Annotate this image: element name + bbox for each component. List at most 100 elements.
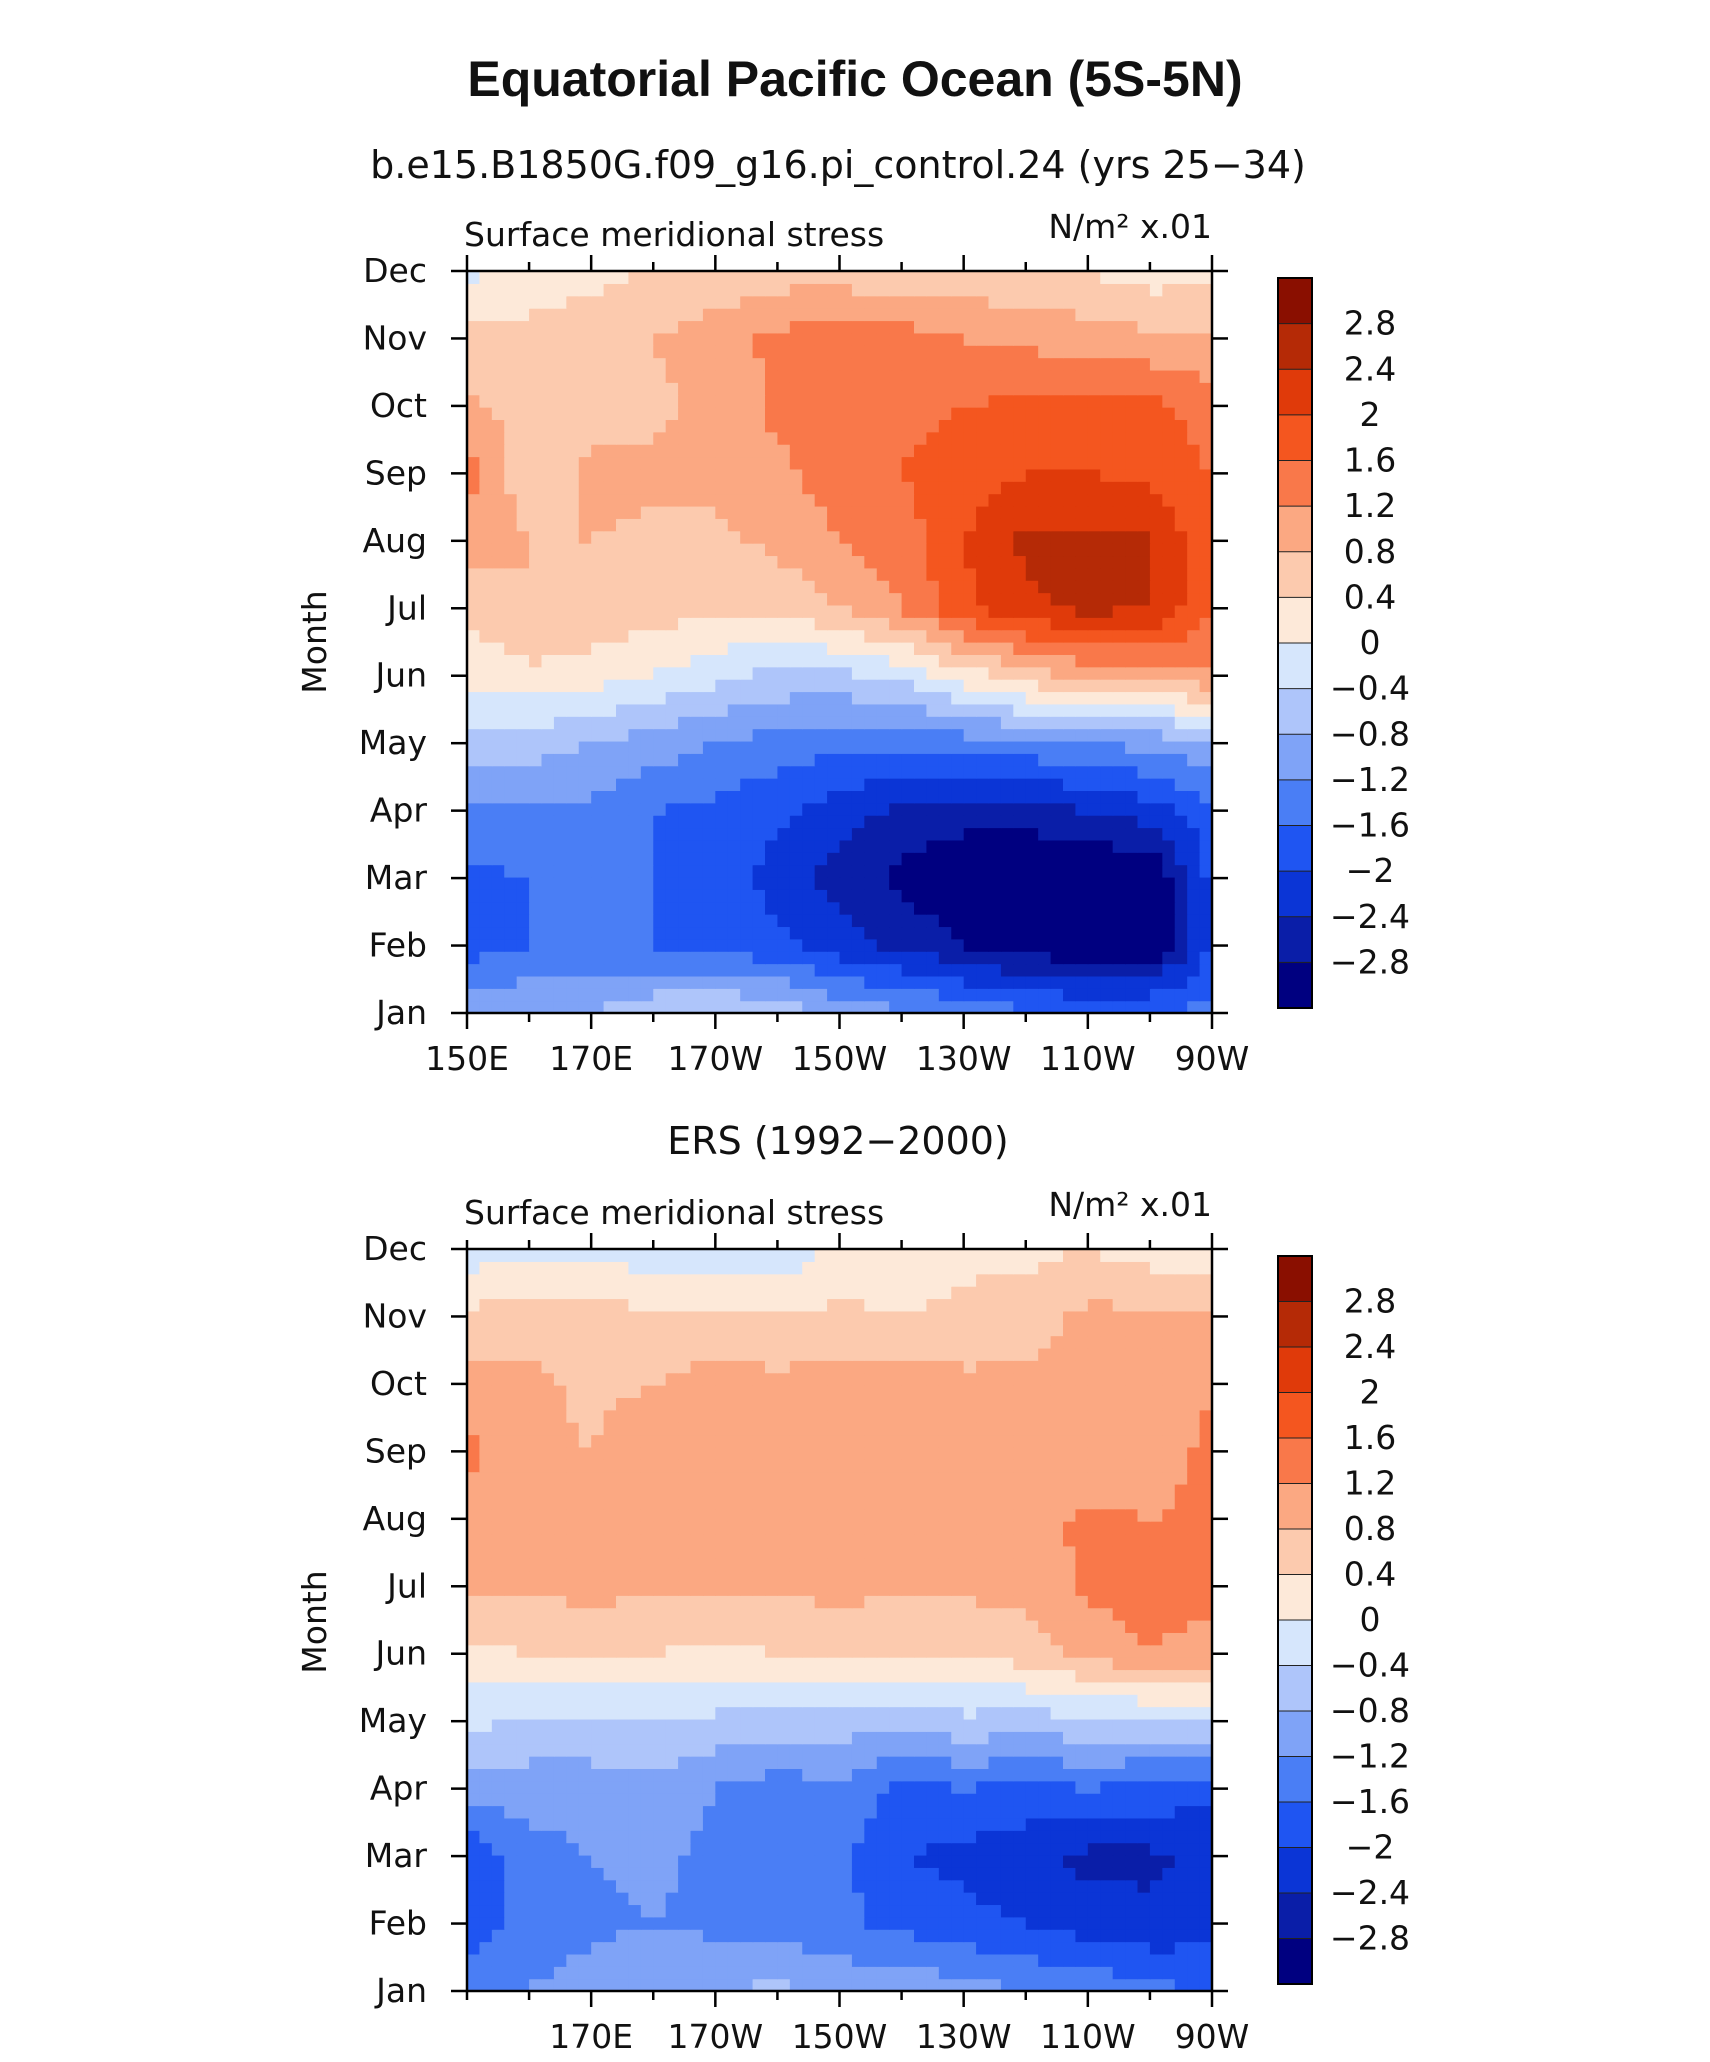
heatmap-cell: [1050, 530, 1064, 544]
heatmap-cell: [1125, 320, 1139, 334]
heatmap-cell: [1050, 988, 1064, 1002]
heatmap-cell: [529, 1941, 543, 1955]
heatmap-cell: [789, 778, 803, 791]
heatmap-cell: [802, 1953, 816, 1967]
heatmap-cell: [864, 864, 878, 878]
heatmap-cell: [740, 703, 754, 717]
heatmap-cell: [827, 592, 841, 606]
heatmap-cell: [901, 765, 915, 779]
heatmap-cell: [1162, 864, 1176, 878]
heatmap-cell: [1149, 308, 1163, 322]
heatmap-cell: [678, 778, 692, 791]
heatmap-cell: [926, 308, 940, 322]
heatmap-cell: [926, 1966, 940, 1980]
heatmap-cell: [777, 1756, 791, 1769]
heatmap-cell: [566, 332, 580, 346]
heatmap-cell: [1125, 901, 1139, 915]
heatmap-cell: [578, 654, 592, 668]
heatmap-cell: [678, 444, 692, 458]
heatmap-cell: [1050, 852, 1064, 866]
heatmap-cell: [1063, 555, 1077, 569]
heatmap-cell: [504, 1793, 518, 1807]
heatmap-cell: [1174, 1854, 1188, 1868]
heatmap-cell: [591, 617, 605, 631]
heatmap-cell: [1125, 505, 1139, 519]
heatmap-cell: [653, 580, 667, 594]
heatmap-cell: [1174, 1941, 1188, 1955]
heatmap-cell: [678, 1743, 692, 1757]
heatmap-cell: [628, 444, 642, 458]
heatmap-cell: [715, 963, 729, 977]
heatmap-cell: [467, 975, 481, 989]
heatmap-cell: [1013, 1929, 1027, 1943]
heatmap-cell: [926, 1743, 940, 1757]
heatmap-cell: [1013, 1768, 1027, 1782]
heatmap-cell: [963, 505, 977, 519]
heatmap-cell: [616, 778, 630, 791]
heatmap-cell: [1149, 320, 1163, 334]
heatmap-cell: [1063, 1867, 1077, 1881]
heatmap-cell: [1013, 1941, 1027, 1955]
heatmap-cell: [1025, 357, 1039, 371]
heatmap-cell: [814, 938, 828, 952]
heatmap-cell: [1063, 691, 1077, 705]
heatmap-cell: [1075, 1904, 1089, 1918]
heatmap-cell: [1075, 481, 1089, 495]
heatmap-cell: [802, 1892, 816, 1906]
heatmap-cell: [665, 1756, 679, 1769]
heatmap-cell: [702, 1000, 716, 1014]
heatmap-cell: [839, 1768, 853, 1782]
heatmap-cell: [951, 407, 965, 420]
heatmap-cell: [653, 716, 667, 730]
heatmap-cell: [653, 666, 667, 680]
heatmap-cell: [752, 308, 766, 322]
heatmap-cell: [1100, 1768, 1114, 1782]
heatmap-cell: [789, 1916, 803, 1930]
heatmap-cell: [1025, 778, 1039, 791]
heatmap-cell: [914, 407, 928, 420]
heatmap-cell: [616, 975, 630, 989]
heatmap-cell: [1162, 666, 1176, 680]
heatmap-cell: [1000, 1879, 1014, 1893]
heatmap-cell: [1162, 283, 1176, 297]
heatmap-cell: [541, 1879, 555, 1893]
heatmap-cell: [1063, 1793, 1077, 1807]
heatmap-cell: [926, 951, 940, 965]
heatmap-cell: [1199, 753, 1213, 767]
heatmap-cell: [951, 1731, 965, 1745]
heatmap-cell: [789, 1978, 803, 1992]
heatmap-cell: [591, 394, 605, 408]
heatmap-cell: [690, 580, 704, 594]
heatmap-cell: [491, 938, 505, 952]
heatmap-cell: [789, 703, 803, 717]
heatmap-cell: [1199, 876, 1213, 890]
heatmap-cell: [1199, 456, 1213, 470]
heatmap-cell: [789, 518, 803, 532]
heatmap-cell: [789, 1756, 803, 1769]
heatmap-cell: [1013, 530, 1027, 544]
heatmap-cell: [1125, 543, 1139, 557]
heatmap-cell: [628, 1805, 642, 1819]
heatmap-cell: [1162, 567, 1176, 581]
heatmap-cell: [1137, 1966, 1151, 1980]
heatmap-cell: [938, 740, 952, 754]
heatmap-cell: [1038, 852, 1052, 866]
heatmap-cell: [876, 357, 890, 371]
heatmap-cell: [1199, 505, 1213, 519]
heatmap-cell: [541, 369, 555, 383]
heatmap-cell: [529, 790, 543, 804]
heatmap-cell: [516, 481, 530, 495]
heatmap-cell: [678, 456, 692, 470]
heatmap-cell: [702, 839, 716, 853]
heatmap-cell: [1187, 1879, 1201, 1893]
heatmap-cell: [678, 382, 692, 396]
heatmap-cell: [802, 1756, 816, 1769]
heatmap-cell: [951, 1966, 965, 1980]
x-tick-label: 170W: [668, 1039, 764, 1078]
heatmap-cell: [914, 753, 928, 767]
heatmap-cell: [1125, 530, 1139, 544]
heatmap-cell: [938, 505, 952, 519]
heatmap-cell: [702, 530, 716, 544]
heatmap-cell: [553, 1000, 567, 1014]
heatmap-cell: [864, 332, 878, 346]
